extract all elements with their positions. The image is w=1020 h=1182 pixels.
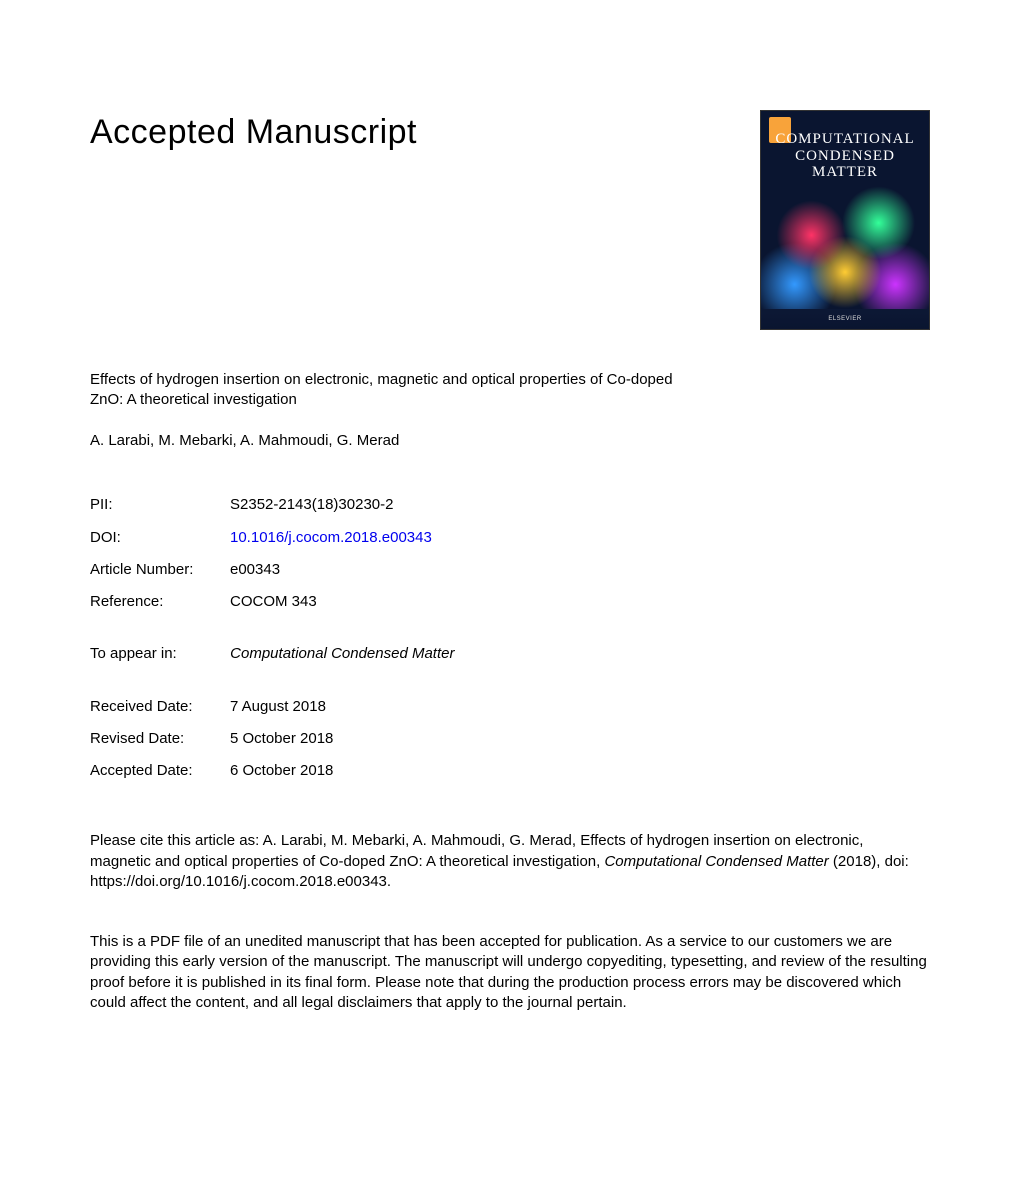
article-title: Effects of hydrogen insertion on electro… [90,370,690,409]
table-row: DOI: 10.1016/j.cocom.2018.e00343 [90,522,432,554]
table-row: Received Date: 7 August 2018 [90,691,333,723]
doi-label: DOI: [90,522,230,554]
reference-label: Reference: [90,586,230,618]
reference-value: COCOM 343 [230,586,432,618]
metadata-table: PII: S2352-2143(18)30230-2 DOI: 10.1016/… [90,489,432,618]
cover-art-icon [761,186,929,309]
to-appear-label: To appear in: [90,644,226,664]
article-authors: A. Larabi, M. Mebarki, A. Mahmoudi, G. M… [90,431,930,451]
article-number-label: Article Number: [90,554,230,586]
accepted-label: Accepted Date: [90,755,230,787]
citation-journal: Computational Condensed Matter [604,853,828,870]
citation-block: Please cite this article as: A. Larabi, … [90,831,920,892]
journal-cover: COMPUTATIONAL CONDENSED MATTER ELSEVIER [760,110,930,330]
received-label: Received Date: [90,691,230,723]
table-row: Accepted Date: 6 October 2018 [90,755,333,787]
pii-label: PII: [90,489,230,521]
doi-link[interactable]: 10.1016/j.cocom.2018.e00343 [230,529,432,546]
cover-title-line2: CONDENSED MATTER [761,148,929,181]
article-number-value: e00343 [230,554,432,586]
to-appear-row: To appear in: Computational Condensed Ma… [90,644,930,664]
revised-label: Revised Date: [90,723,230,755]
disclaimer-text: This is a PDF file of an unedited manusc… [90,932,930,1013]
revised-value: 5 October 2018 [230,723,333,755]
dates-table: Received Date: 7 August 2018 Revised Dat… [90,691,333,788]
page-heading: Accepted Manuscript [90,110,417,156]
cover-journal-title: COMPUTATIONAL CONDENSED MATTER [761,131,929,181]
table-row: Revised Date: 5 October 2018 [90,723,333,755]
received-value: 7 August 2018 [230,691,333,723]
cover-title-line1: COMPUTATIONAL [761,131,929,148]
table-row: Reference: COCOM 343 [90,586,432,618]
table-row: PII: S2352-2143(18)30230-2 [90,489,432,521]
header-row: Accepted Manuscript COMPUTATIONAL CONDEN… [90,110,930,330]
accepted-value: 6 October 2018 [230,755,333,787]
pii-value: S2352-2143(18)30230-2 [230,489,432,521]
to-appear-journal: Computational Condensed Matter [230,645,454,662]
cover-footer: ELSEVIER [761,315,929,323]
table-row: Article Number: e00343 [90,554,432,586]
